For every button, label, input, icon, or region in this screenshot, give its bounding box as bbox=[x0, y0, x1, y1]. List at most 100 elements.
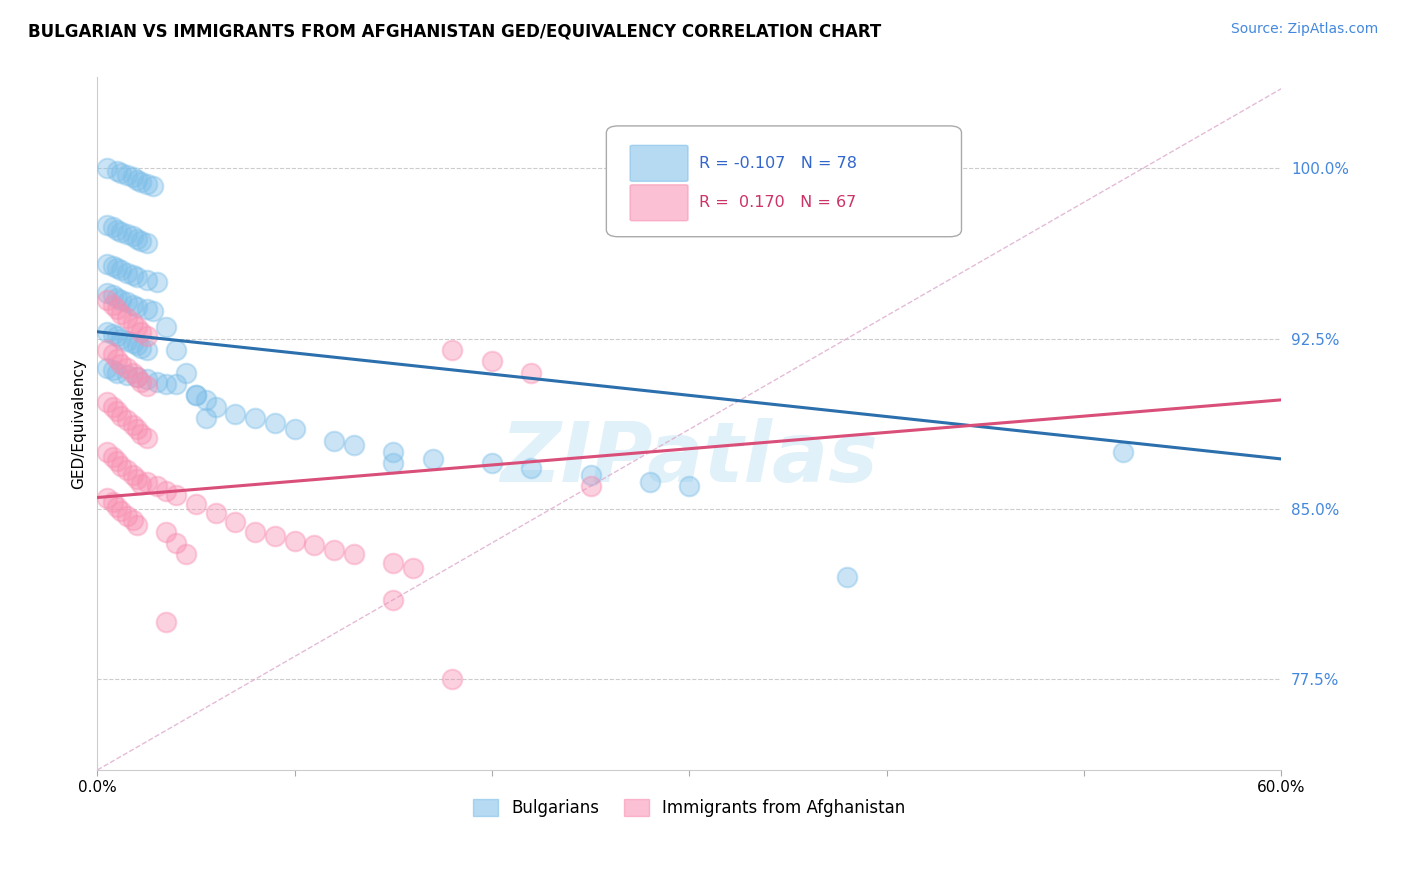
Point bbox=[96, 218, 118, 232]
Point bbox=[145, 275, 167, 289]
Point bbox=[835, 570, 858, 584]
Point bbox=[135, 475, 157, 489]
Point bbox=[243, 524, 266, 539]
Point bbox=[194, 411, 217, 425]
Point bbox=[343, 438, 366, 452]
Point bbox=[115, 463, 138, 477]
Point bbox=[284, 422, 307, 436]
Point bbox=[145, 479, 167, 493]
Point bbox=[125, 370, 148, 384]
Point bbox=[125, 270, 148, 285]
Point bbox=[105, 454, 128, 468]
Point bbox=[121, 229, 143, 244]
Point bbox=[96, 257, 118, 271]
Point bbox=[129, 175, 152, 189]
Point bbox=[121, 170, 143, 185]
Legend: Bulgarians, Immigrants from Afghanistan: Bulgarians, Immigrants from Afghanistan bbox=[467, 792, 912, 824]
Point bbox=[115, 295, 138, 310]
Point bbox=[520, 461, 543, 475]
Point bbox=[96, 286, 118, 301]
Point bbox=[165, 488, 187, 502]
Point bbox=[323, 434, 346, 448]
Point bbox=[105, 291, 128, 305]
Text: Source: ZipAtlas.com: Source: ZipAtlas.com bbox=[1230, 22, 1378, 37]
Point bbox=[184, 497, 207, 511]
Point bbox=[174, 547, 197, 561]
Point bbox=[101, 450, 124, 464]
Point bbox=[204, 400, 226, 414]
Point bbox=[382, 557, 405, 571]
Point bbox=[110, 357, 132, 371]
Point bbox=[105, 222, 128, 236]
Point bbox=[125, 172, 148, 186]
Point bbox=[96, 343, 118, 357]
Point bbox=[115, 413, 138, 427]
Point bbox=[125, 232, 148, 246]
FancyBboxPatch shape bbox=[630, 185, 688, 221]
Point bbox=[1112, 445, 1135, 459]
Point bbox=[96, 293, 118, 307]
Point bbox=[343, 547, 366, 561]
Point bbox=[481, 457, 503, 471]
Point bbox=[165, 536, 187, 550]
Point bbox=[125, 370, 148, 384]
Point bbox=[135, 432, 157, 446]
Point bbox=[142, 304, 165, 318]
Point bbox=[96, 161, 118, 176]
Point bbox=[481, 354, 503, 368]
Y-axis label: GED/Equivalency: GED/Equivalency bbox=[72, 359, 86, 489]
Point bbox=[121, 366, 143, 380]
Point bbox=[184, 388, 207, 402]
Point bbox=[115, 168, 138, 182]
Point bbox=[194, 392, 217, 407]
Point bbox=[264, 416, 287, 430]
Point bbox=[125, 422, 148, 436]
Point bbox=[382, 592, 405, 607]
Point bbox=[101, 326, 124, 341]
Point bbox=[135, 329, 157, 343]
Point bbox=[284, 533, 307, 548]
Text: R = -0.107   N = 78: R = -0.107 N = 78 bbox=[699, 156, 856, 170]
Point bbox=[115, 266, 138, 280]
Point bbox=[382, 445, 405, 459]
Point bbox=[135, 301, 157, 316]
Point bbox=[304, 538, 326, 552]
Point bbox=[125, 300, 148, 314]
Point bbox=[96, 395, 118, 409]
Point bbox=[101, 259, 124, 273]
Point bbox=[441, 672, 464, 686]
Point bbox=[135, 343, 157, 357]
Point bbox=[155, 376, 177, 391]
Point bbox=[382, 457, 405, 471]
Point bbox=[105, 366, 128, 380]
Point bbox=[129, 341, 152, 355]
Point bbox=[115, 368, 138, 382]
Point bbox=[121, 297, 143, 311]
Point bbox=[101, 347, 124, 361]
Point bbox=[142, 179, 165, 194]
Point bbox=[101, 363, 124, 377]
Point bbox=[115, 227, 138, 241]
Point bbox=[121, 417, 143, 432]
Point bbox=[101, 495, 124, 509]
Point bbox=[135, 272, 157, 286]
Point bbox=[135, 379, 157, 393]
Point bbox=[125, 517, 148, 532]
Point bbox=[125, 338, 148, 352]
FancyBboxPatch shape bbox=[630, 145, 688, 181]
Point bbox=[579, 479, 602, 493]
Point bbox=[520, 366, 543, 380]
Point bbox=[155, 320, 177, 334]
Point bbox=[135, 372, 157, 386]
Point bbox=[638, 475, 661, 489]
Point bbox=[110, 166, 132, 180]
Point bbox=[129, 375, 152, 389]
Point bbox=[135, 177, 157, 191]
Point bbox=[165, 376, 187, 391]
Point bbox=[105, 163, 128, 178]
Point bbox=[110, 307, 132, 321]
Point bbox=[441, 343, 464, 357]
Point bbox=[204, 507, 226, 521]
Text: R =  0.170   N = 67: R = 0.170 N = 67 bbox=[699, 195, 856, 211]
Point bbox=[129, 476, 152, 491]
